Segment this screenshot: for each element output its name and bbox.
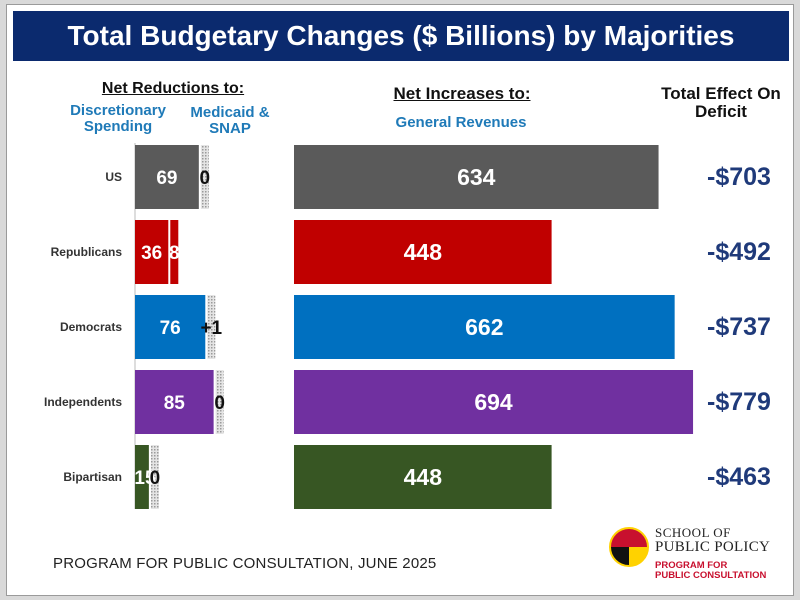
revenue-bar-independents: [294, 370, 694, 434]
total-effect-independents: -$779: [707, 388, 771, 416]
medicaid-bar-independents: [215, 370, 224, 434]
category-label-us: US: [105, 170, 122, 184]
general-revenues-header: General Revenues: [395, 114, 527, 131]
discretionary-bar-republicans: [135, 220, 169, 284]
medicaid-label-independents: 0: [214, 393, 225, 414]
discretionary-bar-us: [135, 145, 199, 209]
medicaid-bar-us: [200, 145, 209, 209]
medicaid-label-bipartisan: 0: [150, 468, 161, 489]
medicaid-label-democrats: +1: [200, 318, 222, 339]
chart-plot: US 69 0 634 -$703 Republicans 36 8 448 -$492 Democ…: [44, 143, 771, 509]
school-logo: SCHOOL OF PUBLIC POLICY PROGRAM FOR PUBLI…: [609, 523, 779, 587]
revenue-label-independents: 694: [474, 389, 513, 415]
chart-title: Total Budgetary Changes ($ Billions) by …: [13, 11, 789, 61]
medicaid-bar-bipartisan: [150, 445, 159, 509]
revenue-label-democrats: 662: [465, 314, 503, 340]
discretionary-bar-independents: [135, 370, 214, 434]
total-effect-democrats: -$737: [707, 313, 771, 341]
revenue-label-us: 634: [457, 164, 496, 190]
logo-public-policy: PUBLIC POLICY: [655, 539, 771, 555]
total-effect-us: -$703: [707, 163, 771, 191]
discretionary-bar-democrats: [135, 295, 206, 359]
footer-source: PROGRAM FOR PUBLIC CONSULTATION, JUNE 20…: [53, 555, 437, 572]
slide: Total Budgetary Changes ($ Billions) by …: [6, 4, 794, 596]
medicaid-header: Medicaid & SNAP: [190, 104, 270, 137]
medicaid-label-republicans: 8: [169, 243, 180, 264]
medicaid-label-us: 0: [200, 168, 211, 189]
revenue-bar-us: [294, 145, 659, 209]
revenue-bar-bipartisan: [294, 445, 552, 509]
net-increases-header: Net Increases to:: [393, 84, 531, 103]
revenue-label-republicans: 448: [404, 239, 443, 265]
category-label-democrats: Democrats: [60, 320, 122, 334]
discretionary-label-democrats: 76: [160, 318, 181, 339]
medicaid-bar-republicans: [170, 220, 179, 284]
discretionary-bar-bipartisan: [135, 445, 149, 509]
category-label-bipartisan: Bipartisan: [63, 470, 122, 484]
discretionary-label-republicans: 36: [141, 243, 162, 264]
total-effect-bipartisan: -$463: [707, 463, 771, 491]
category-label-republicans: Republicans: [51, 245, 123, 259]
university-seal-icon: [609, 527, 649, 567]
total-effect-header: Total Effect On Deficit: [661, 84, 781, 121]
revenue-label-bipartisan: 448: [404, 464, 443, 490]
revenue-bar-democrats: [294, 295, 675, 359]
discretionary-label-us: 69: [156, 168, 177, 189]
medicaid-bar-democrats: [207, 295, 216, 359]
discretionary-header: Discretionary Spending: [70, 102, 166, 135]
total-effect-republicans: -$492: [707, 238, 771, 266]
revenue-bar-republicans: [294, 220, 552, 284]
discretionary-label-independents: 85: [164, 393, 186, 414]
logo-program: PROGRAM FOR PUBLIC CONSULTATION: [655, 560, 767, 582]
category-label-independents: Independents: [44, 395, 122, 409]
logo-school-of: SCHOOL OF: [655, 525, 731, 540]
net-reductions-header: Net Reductions to:: [101, 80, 245, 97]
discretionary-label-bipartisan: 15: [134, 468, 156, 489]
